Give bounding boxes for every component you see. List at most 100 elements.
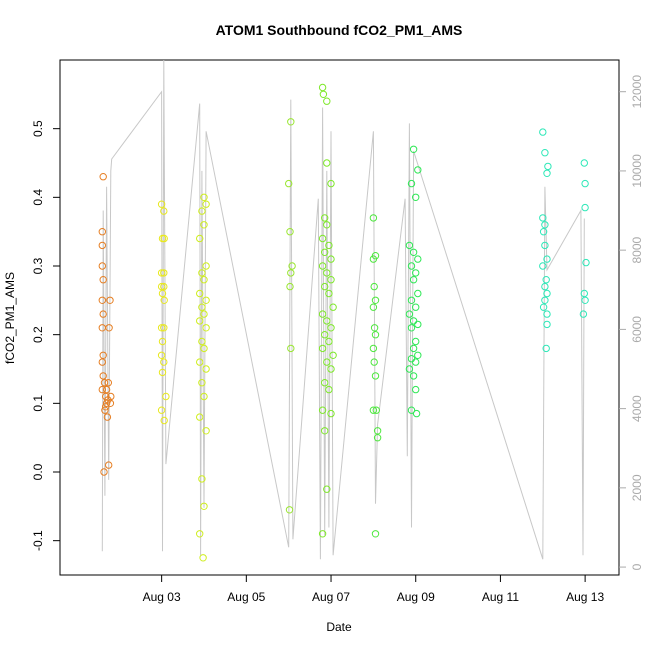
data-point — [160, 296, 168, 304]
data-point — [196, 413, 204, 421]
data-point — [321, 331, 329, 339]
data-point — [539, 214, 547, 222]
data-point — [200, 193, 208, 202]
data-point — [99, 372, 107, 380]
data-point — [323, 97, 331, 105]
data-point — [318, 406, 327, 414]
data-point — [160, 234, 168, 243]
data-point — [539, 262, 547, 270]
data-point — [543, 310, 551, 318]
data-point — [327, 255, 335, 263]
data-point — [323, 221, 331, 229]
data-point — [202, 262, 210, 270]
x-tick-label: Aug 07 — [312, 590, 350, 604]
data-point — [199, 554, 207, 562]
data-point — [372, 406, 380, 414]
data-point — [99, 173, 107, 181]
y2-tick-label: 10000 — [630, 154, 644, 188]
data-point — [412, 409, 421, 418]
data-point — [198, 379, 206, 387]
data-series — [98, 173, 115, 476]
data-point — [287, 344, 295, 353]
data-point — [407, 406, 416, 414]
data-point — [414, 255, 422, 263]
data-point — [544, 162, 552, 171]
data-point — [102, 385, 111, 394]
data-point — [198, 269, 206, 277]
data-point — [327, 365, 335, 373]
data-point — [200, 502, 208, 510]
data-point — [102, 399, 111, 407]
data-point — [160, 207, 168, 215]
data-point — [327, 179, 335, 188]
data-point — [370, 324, 379, 332]
data-point — [323, 159, 331, 167]
x-axis-label: Date — [326, 620, 352, 634]
data-point — [409, 344, 418, 353]
data-point — [158, 337, 167, 346]
data-point — [323, 317, 331, 325]
data-point — [321, 282, 329, 291]
data-point — [160, 358, 168, 366]
data-point — [543, 255, 551, 263]
x-tick-label: Aug 13 — [566, 590, 604, 604]
data-point — [287, 269, 295, 277]
data-point — [158, 368, 167, 377]
y-tick-label: 0.3 — [31, 257, 45, 274]
data-point — [369, 214, 378, 222]
data-point — [539, 303, 548, 311]
data-point — [579, 310, 588, 318]
data-series — [369, 214, 382, 538]
data-point — [162, 392, 170, 401]
data-point — [407, 296, 416, 304]
data-point — [286, 228, 294, 236]
y2-tick-label: 4000 — [630, 395, 644, 422]
data-point — [407, 324, 416, 332]
data-point — [202, 427, 210, 435]
data-point — [200, 344, 208, 353]
data-point — [157, 351, 166, 359]
y-tick-label: -0.1 — [31, 530, 45, 551]
data-point — [325, 241, 333, 250]
plot-frame — [59, 59, 620, 576]
data-point — [196, 358, 204, 366]
y-tick-label: 0.5 — [31, 120, 45, 137]
data-series — [405, 145, 422, 418]
data-point — [414, 320, 422, 329]
y2-tick-label: 0 — [630, 563, 644, 570]
data-point — [580, 159, 588, 167]
data-point — [160, 416, 168, 425]
data-point — [407, 355, 416, 363]
data-point — [319, 90, 328, 99]
altitude-track-layer — [101, 59, 585, 560]
data-point — [327, 409, 335, 418]
data-point — [318, 530, 327, 538]
data-point — [369, 406, 378, 414]
data-point — [288, 262, 296, 270]
data-point — [160, 282, 168, 291]
data-point — [106, 399, 115, 407]
data-point — [543, 320, 551, 329]
data-point — [98, 241, 107, 250]
data-point — [98, 324, 107, 332]
data-point — [329, 351, 337, 359]
data-point — [323, 269, 331, 277]
data-point — [202, 200, 210, 208]
data-point — [369, 255, 378, 263]
data-point — [327, 324, 335, 332]
data-point — [369, 303, 378, 311]
data-point — [200, 392, 208, 401]
data-point — [200, 221, 208, 229]
data-point — [196, 289, 204, 298]
data-point — [99, 310, 107, 318]
y2-tick-label: 6000 — [630, 316, 644, 343]
data-point — [202, 296, 210, 304]
data-point — [412, 358, 420, 366]
data-point — [103, 413, 112, 421]
data-point — [98, 385, 107, 394]
data-point — [321, 379, 329, 387]
data-point — [327, 276, 335, 284]
data-point — [412, 303, 420, 311]
data-point — [106, 296, 114, 304]
data-point — [325, 385, 333, 394]
